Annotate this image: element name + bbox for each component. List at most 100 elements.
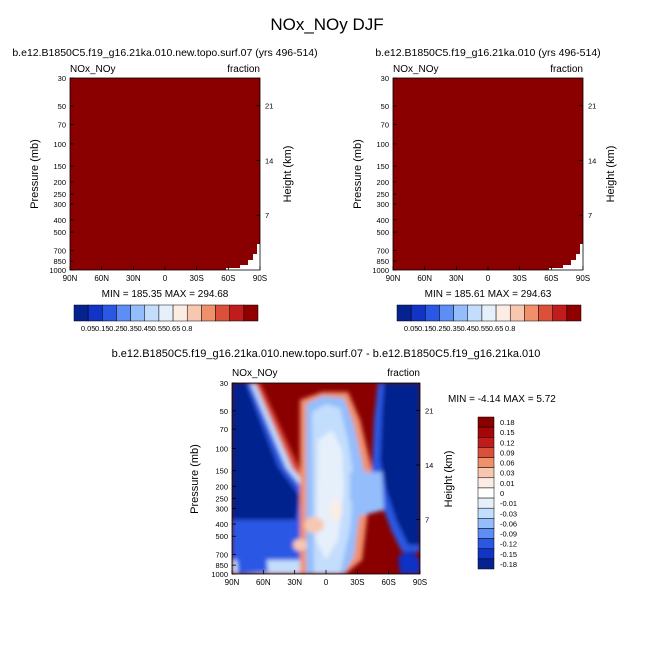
y-tick-label: 100 <box>376 140 389 149</box>
y2-tick-label: 14 <box>588 156 596 165</box>
x-tick-label: 90N <box>386 274 401 283</box>
colorbar-label: 0.65 <box>166 324 181 333</box>
colorbar-swatch <box>130 304 146 322</box>
panel-3-ylabel: Pressure (mb) <box>189 444 201 514</box>
y-tick-label: 850 <box>53 257 66 266</box>
panel-1-left-label: NOx_NOy <box>70 64 116 75</box>
colorbar-label: 0.01 <box>500 479 515 488</box>
y-tick-label: 150 <box>376 162 389 171</box>
y-tick-label: 1000 <box>49 266 66 275</box>
x-tick-label: 30S <box>190 274 204 283</box>
y-tick-label: 850 <box>376 257 389 266</box>
diff-surface-blob-south <box>398 550 420 574</box>
y-tick-label: 150 <box>53 162 66 171</box>
colorbar-swatch <box>186 304 202 322</box>
colorbar-swatch <box>477 416 495 428</box>
colorbar-label: 0.12 <box>500 438 515 447</box>
y-tick-label: 400 <box>376 216 389 225</box>
y2-tick-label: 21 <box>265 102 273 111</box>
panel-1-y2label: Height (km) <box>282 146 294 203</box>
colorbar-swatch <box>158 304 174 322</box>
y-tick-label: 50 <box>220 407 228 416</box>
panel-2-left-label: NOx_NOy <box>393 64 439 75</box>
colorbar-label: -0.12 <box>500 540 517 549</box>
colorbar-swatch <box>477 548 495 560</box>
colorbar-swatch <box>477 507 495 519</box>
y-tick-label: 70 <box>58 120 66 129</box>
colorbar-swatch <box>477 447 495 458</box>
x-tick-label: 30S <box>350 578 364 587</box>
y-tick-label: 700 <box>215 551 228 560</box>
colorbar-swatch <box>477 426 495 438</box>
figure-title: NOx_NOy DJF <box>270 15 383 34</box>
colorbar-label: 0.18 <box>500 418 515 427</box>
colorbar-label: -0.01 <box>500 499 517 508</box>
y-tick-label: 250 <box>53 190 66 199</box>
panel-2-missing-surface <box>549 244 583 270</box>
colorbar-swatch <box>172 304 188 322</box>
colorbar-label: 0.25 <box>432 324 447 333</box>
colorbar-label: 0.06 <box>500 459 515 468</box>
diff-band-left-core <box>232 383 300 520</box>
y-tick-label: 250 <box>376 190 389 199</box>
panel-2-x-axis: 90N 60N 30N 0 30S 60S 90S <box>386 266 590 283</box>
panel-2-stats: MIN = 185.61 MAX = 294.63 <box>425 289 552 300</box>
x-tick-label: 90N <box>225 578 240 587</box>
colorbar-swatch <box>509 304 525 322</box>
y2-tick-label: 21 <box>588 102 596 111</box>
panel-3-right-label: fraction <box>387 368 420 379</box>
colorbar-label: 0.15 <box>418 324 433 333</box>
panel-3-title: b.e12.B1850C5.f19_g16.21ka.010.new.topo.… <box>112 348 541 360</box>
colorbar-swatch <box>425 304 440 322</box>
colorbar-swatch <box>495 304 511 322</box>
y-tick-label: 1000 <box>372 266 389 275</box>
y-tick-label: 50 <box>381 102 389 111</box>
y2-tick-label: 7 <box>265 211 269 220</box>
colorbar-label: -0.18 <box>500 560 517 569</box>
x-tick-label: 60N <box>94 274 109 283</box>
colorbar-label: 0.05 <box>81 324 96 333</box>
colorbar-label: 0.03 <box>500 469 515 478</box>
y-tick-label: 300 <box>376 200 389 209</box>
colorbar-swatch <box>538 304 553 322</box>
colorbar-swatch <box>201 304 216 322</box>
colorbar-label: 0.05 <box>404 324 419 333</box>
colorbar-swatch <box>477 457 495 468</box>
panel-2-y2label: Height (km) <box>605 146 617 203</box>
x-tick-label: 30N <box>287 578 302 587</box>
colorbar-swatch <box>477 487 495 499</box>
panel-1-field <box>70 78 260 270</box>
colorbar-swatch <box>524 304 539 322</box>
y-tick-label: 300 <box>215 504 228 513</box>
y-tick-label: 700 <box>53 246 66 255</box>
y-tick-label: 200 <box>53 178 66 187</box>
y-tick-label: 700 <box>376 246 389 255</box>
colorbar-swatch <box>566 304 582 322</box>
colorbar-label: -0.06 <box>500 519 517 528</box>
panel-1: b.e12.B1850C5.f19_g16.21ka.010.new.topo.… <box>12 47 317 333</box>
colorbar-label: 0.45 <box>137 324 152 333</box>
colorbar-swatch <box>215 304 230 322</box>
colorbar-swatch <box>552 304 568 322</box>
y-tick-label: 50 <box>58 102 66 111</box>
y-tick-label: 250 <box>215 494 228 503</box>
panel-1-x-axis: 90N 60N 30N 0 30S 60S 90S <box>63 266 267 283</box>
panel-3-field <box>232 383 420 574</box>
panel-1-missing-surface <box>226 244 260 270</box>
colorbar-label: 0.09 <box>500 448 515 457</box>
colorbar-swatch <box>87 304 103 322</box>
panel-3-left-label: NOx_NOy <box>232 368 278 379</box>
colorbar-swatch <box>73 304 89 322</box>
y-tick-label: 70 <box>381 120 389 129</box>
y2-tick-label: 21 <box>425 407 433 416</box>
colorbar-label: -0.15 <box>500 550 517 559</box>
colorbar-swatch <box>477 437 495 448</box>
y2-tick-label: 14 <box>265 156 273 165</box>
y-tick-label: 1000 <box>211 570 228 579</box>
colorbar-swatch <box>477 467 495 479</box>
y-tick-label: 500 <box>53 228 66 237</box>
y-tick-label: 70 <box>220 425 228 434</box>
colorbar-label: 0.55 <box>475 324 490 333</box>
panel-1-ylabel: Pressure (mb) <box>29 139 41 209</box>
